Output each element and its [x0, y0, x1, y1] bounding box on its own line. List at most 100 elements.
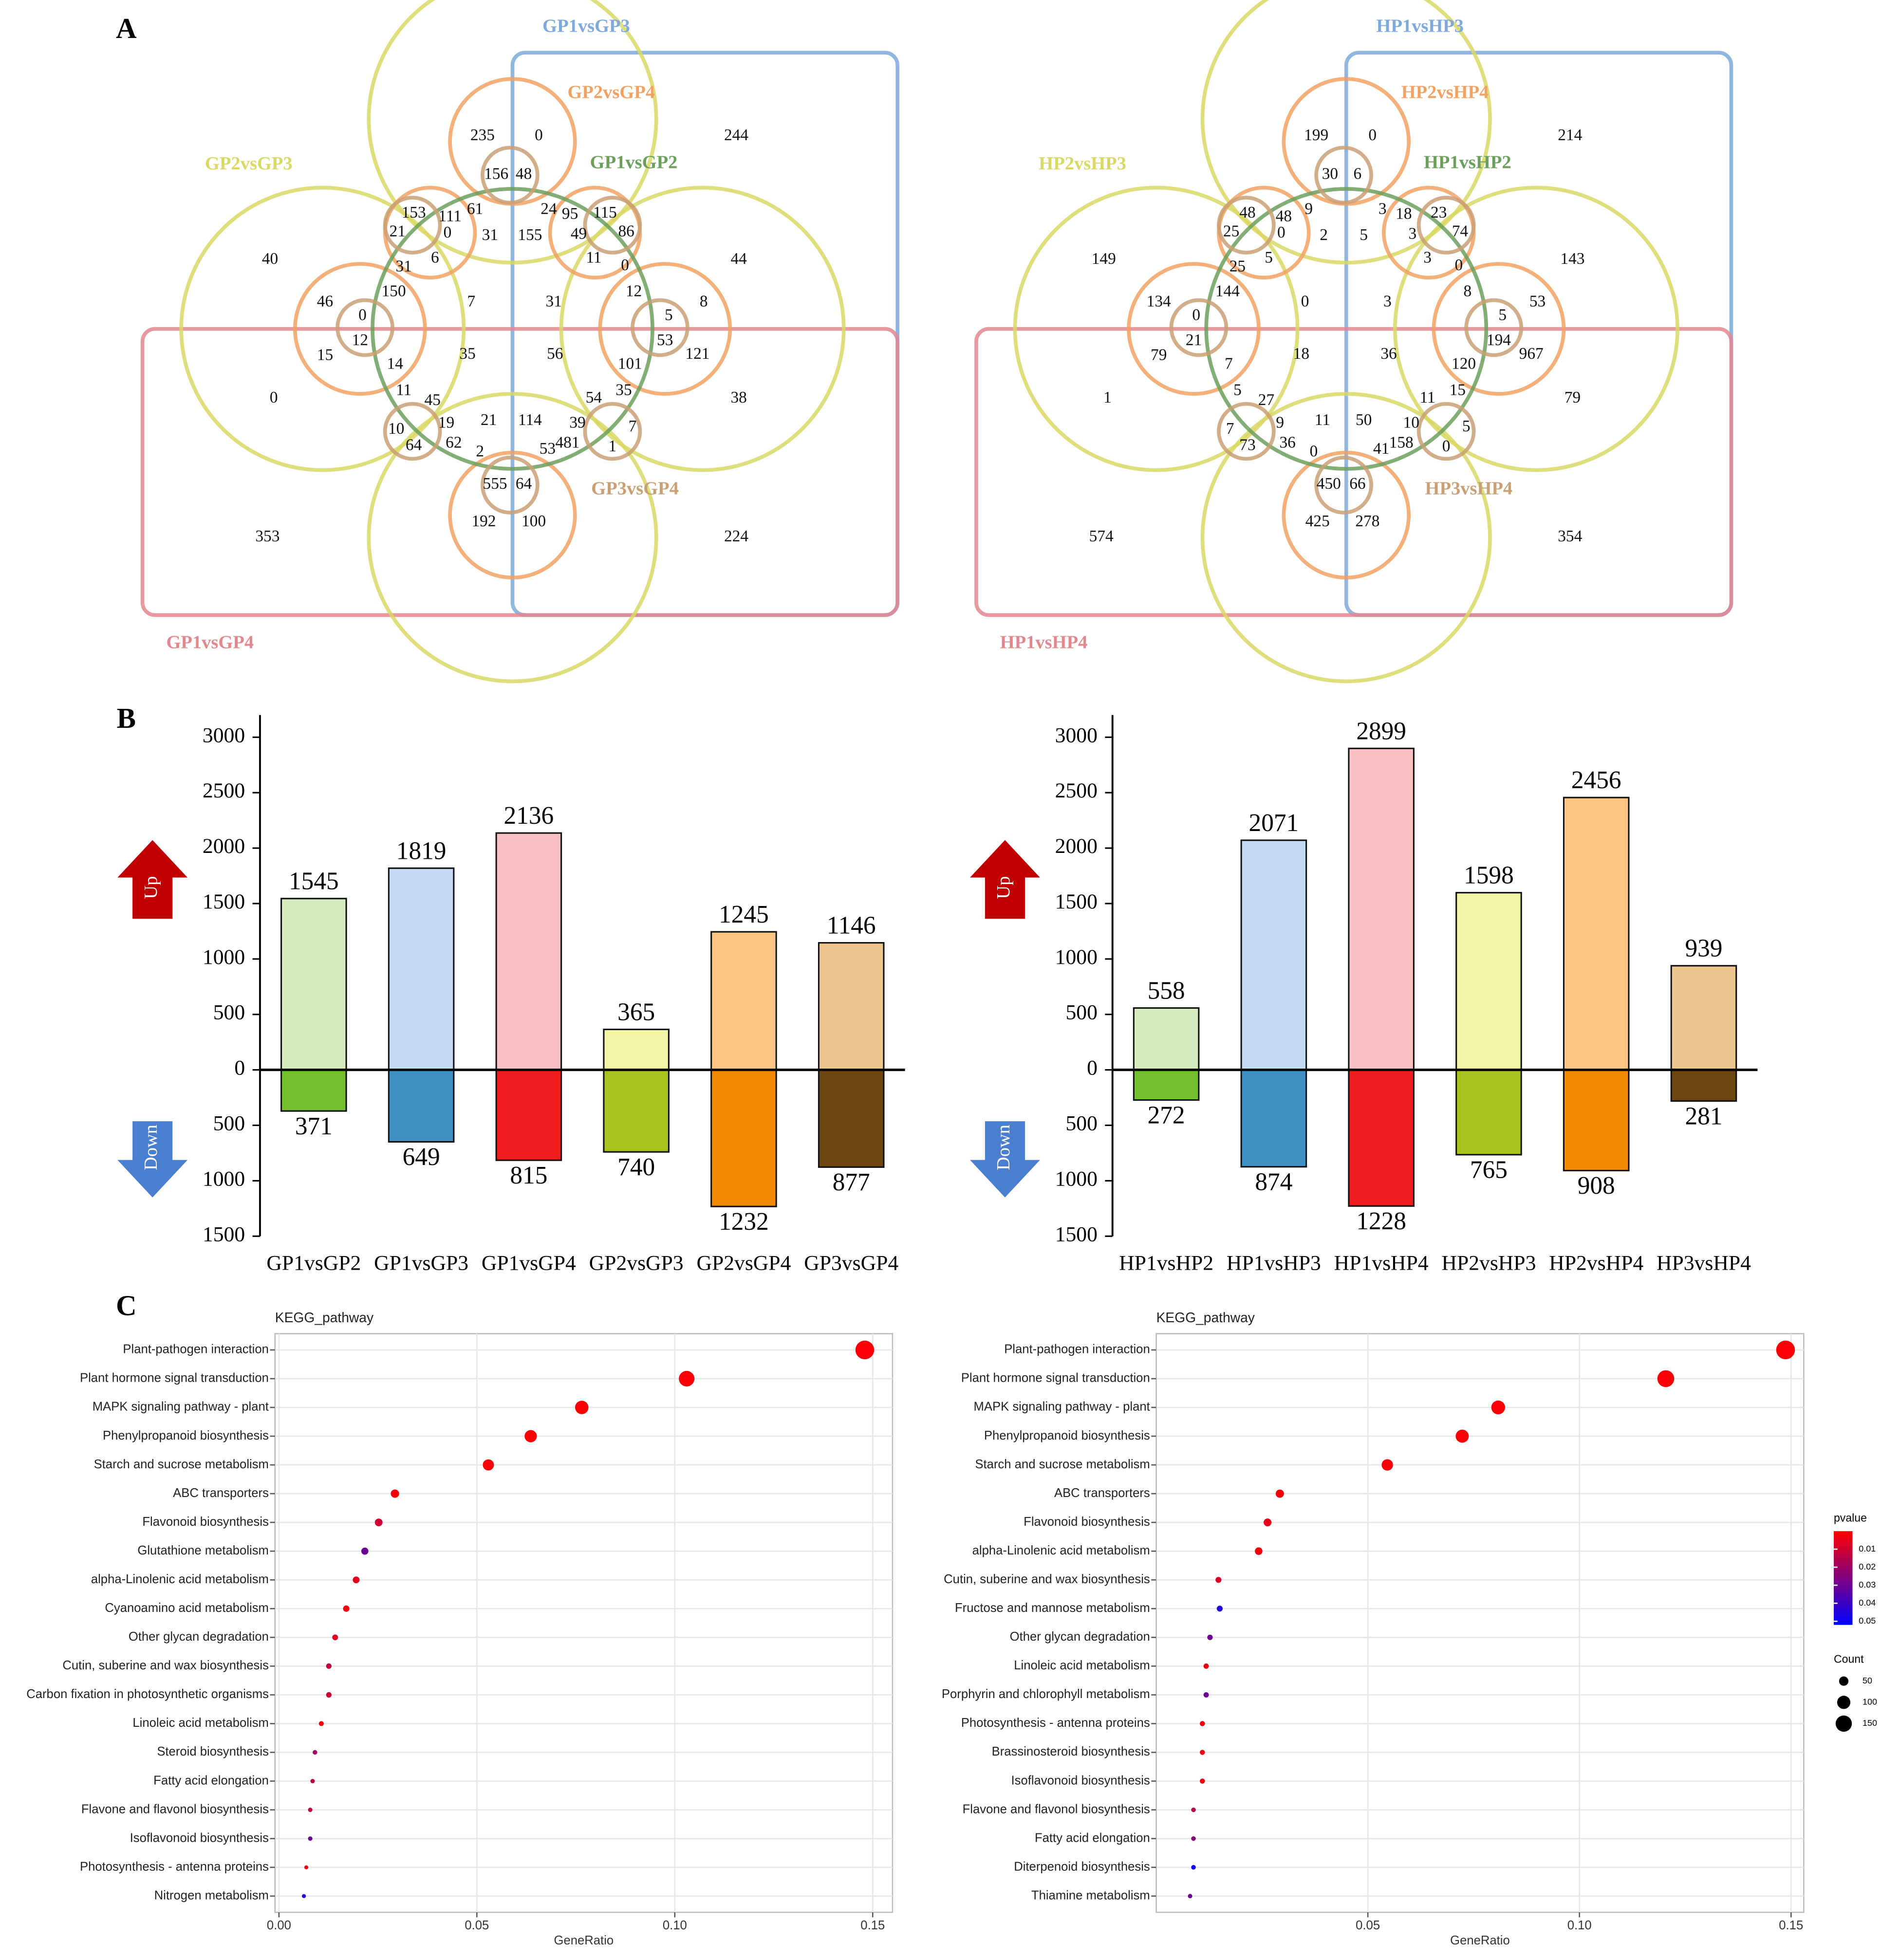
x-tick-label: 0.10	[663, 1919, 687, 1932]
dot	[524, 1430, 537, 1442]
bar	[1133, 1069, 1200, 1101]
dot	[1215, 1577, 1222, 1583]
dot	[1191, 1807, 1196, 1812]
region-count: 31	[395, 257, 411, 275]
dot	[304, 1865, 309, 1869]
set-outline	[1393, 185, 1679, 472]
plot-area	[1155, 1333, 1805, 1913]
set-outline	[1217, 196, 1276, 255]
region-count: 27	[1258, 391, 1274, 409]
region-count: 79	[1151, 346, 1167, 364]
region-count: 56	[547, 345, 563, 363]
set-outline	[1200, 0, 1492, 265]
value-label: 1146	[827, 912, 876, 940]
set-outline	[1416, 196, 1476, 255]
region-count: 0	[1310, 442, 1318, 460]
region-count: 158	[1389, 433, 1414, 451]
region-count: 36	[1380, 345, 1397, 363]
x-tick-label: HP2vsHP3	[1441, 1251, 1536, 1275]
dot	[1207, 1634, 1213, 1640]
legend-dot	[1835, 1715, 1852, 1732]
region-count: 5	[1360, 226, 1368, 244]
dot	[326, 1692, 332, 1698]
set-label: HP1vsHP2	[1424, 152, 1511, 173]
region-count: 35	[459, 345, 475, 363]
set-label: GP1vsGP2	[590, 152, 678, 173]
x-tick-label: GP1vsGP2	[266, 1251, 361, 1275]
y-tick-label: Plant-pathogen interaction	[1004, 1343, 1150, 1356]
set-outline	[1169, 298, 1229, 357]
set-outline	[583, 196, 642, 255]
set-outline	[383, 196, 442, 255]
set-outline	[335, 298, 394, 357]
dot	[483, 1459, 494, 1471]
y-tick-label: Starch and sucrose metabolism	[94, 1458, 269, 1471]
value-label: 2136	[504, 802, 554, 830]
x-tick-label: 0.05	[465, 1919, 489, 1932]
bar-chart: 1500 1000 500 0 500 1000 1500 2000 2500 3000 558 20…	[970, 715, 1758, 1275]
x-tick-label: 0.00	[267, 1919, 291, 1932]
y-tick-label: Photosynthesis - antenna proteins	[961, 1716, 1150, 1730]
y-tick-label: ABC transporters	[1054, 1486, 1150, 1500]
y-tick-label: Fatty acid elongation	[153, 1774, 269, 1787]
bar	[495, 1069, 562, 1161]
region-count: 50	[1356, 411, 1372, 429]
x-tick-label: GP1vsGP3	[374, 1251, 468, 1275]
region-count: 156	[484, 165, 508, 183]
bar	[1240, 1069, 1307, 1168]
region-count: 44	[730, 250, 747, 268]
region-count: 354	[1558, 527, 1582, 545]
y-tick-label: Flavone and flavonol biosynthesis	[963, 1802, 1150, 1816]
dot-chart: 0.05 0.10 0.15 KEGG_pathway GeneRatio Plant-p…	[942, 1310, 1877, 1947]
region-count: 0	[535, 126, 543, 144]
set-outline	[631, 298, 689, 357]
region-count: 0	[270, 388, 278, 407]
region-count: 74	[1452, 222, 1469, 240]
region-count: 0	[1368, 126, 1377, 144]
value-label: 1232	[719, 1208, 769, 1236]
region-count: 40	[262, 250, 278, 268]
region-count: 115	[593, 203, 617, 222]
region-count: 153	[402, 203, 426, 222]
set-outline	[293, 262, 427, 396]
set-outline	[140, 327, 900, 617]
region-count: 11	[586, 248, 601, 266]
bar	[495, 832, 562, 1071]
dot	[310, 1779, 315, 1784]
y-tick-label: 500	[1065, 1112, 1097, 1135]
y-tick-label: 1000	[1055, 1167, 1098, 1190]
y-tick-label: 1500	[203, 890, 245, 913]
value-label: 2456	[1571, 766, 1621, 794]
bar	[388, 1069, 455, 1143]
set-outline	[598, 262, 732, 396]
region-count: 5	[665, 306, 673, 324]
dot	[313, 1750, 317, 1755]
y-tick-label: 2500	[203, 779, 245, 802]
region-count: 10	[1403, 413, 1419, 431]
dot	[1200, 1750, 1205, 1755]
region-count: 14	[387, 355, 404, 373]
dot	[575, 1401, 589, 1414]
set-outline	[371, 187, 654, 471]
region-count: 144	[1215, 282, 1240, 300]
plot-area	[274, 1333, 894, 1913]
x-tick-label: GP1vsGP4	[482, 1251, 576, 1275]
venn: GP1vsGP3 GP2vsGP4 GP2vsGP3 GP1vsGP2 GP3vsGP4…	[140, 0, 900, 684]
region-count: 41	[1373, 440, 1389, 458]
bar	[280, 898, 347, 1071]
y-tick-label: 1500	[203, 1222, 245, 1246]
set-label: HP2vsHP3	[1039, 153, 1126, 174]
set-outline	[448, 450, 577, 580]
set-outline	[974, 327, 1733, 617]
bar	[603, 1069, 670, 1153]
dot	[1264, 1518, 1272, 1527]
region-count: 9	[1276, 413, 1284, 431]
value-label: 1598	[1464, 862, 1514, 889]
x-tick-label: GP2vsGP3	[589, 1251, 684, 1275]
y-tick-label: Flavonoid biosynthesis	[142, 1515, 269, 1529]
region-count: 3	[1383, 292, 1392, 310]
y-tick-label: Cutin, suberine and wax biosynthesis	[944, 1572, 1150, 1586]
region-count: 192	[471, 512, 496, 530]
y-tick-label: Flavonoid biosynthesis	[1024, 1515, 1150, 1529]
bar	[280, 1069, 347, 1112]
